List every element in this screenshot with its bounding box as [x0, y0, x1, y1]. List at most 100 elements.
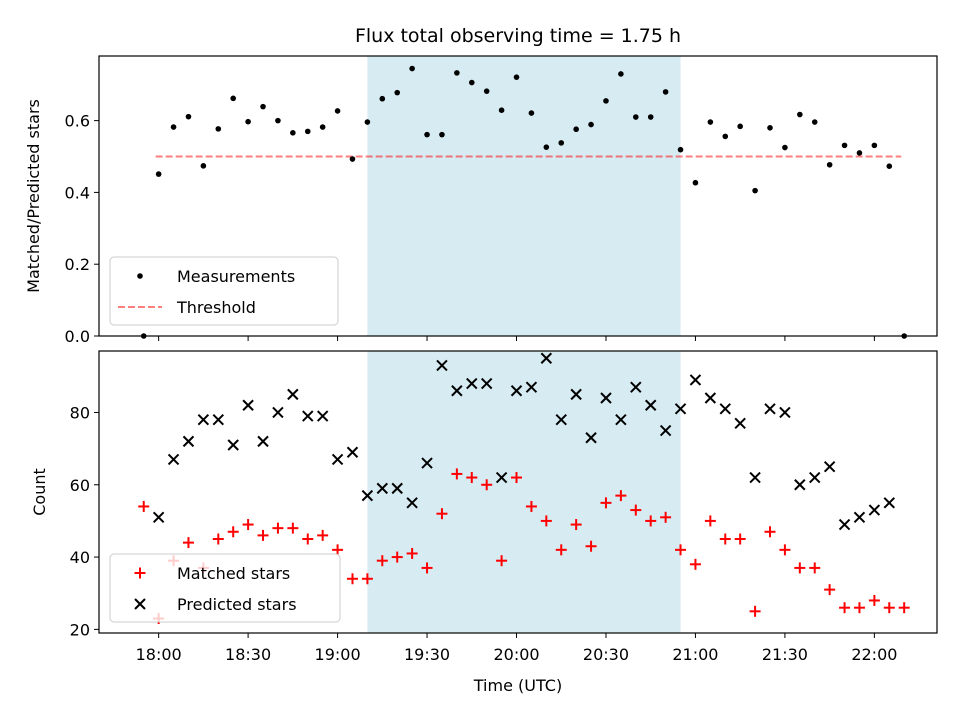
matched-star-marker: [704, 515, 716, 527]
measurement-point: [737, 123, 743, 130]
marker-stroke: [853, 511, 866, 524]
predicted-star-marker: [272, 406, 284, 419]
marker-stroke: [540, 352, 553, 364]
predicted-star-marker: [749, 471, 761, 484]
predicted-star-marker: [659, 424, 672, 437]
predicted-star-marker: [779, 406, 791, 419]
predicted-star-marker: [316, 410, 329, 422]
predicted-star-marker: [331, 453, 344, 466]
predicted-star-marker: [764, 403, 776, 415]
figure-title: Flux total observing time = 1.75 h: [355, 25, 681, 47]
predicted-star-marker: [853, 511, 866, 524]
predicted-star-marker: [600, 392, 612, 404]
marker-stroke: [287, 388, 299, 401]
y-axis-label: Count: [30, 468, 49, 516]
measurement-point: [379, 95, 386, 102]
matched-star-marker: [451, 468, 463, 480]
legend-box: [109, 553, 341, 623]
matched-star-marker: [883, 602, 895, 614]
y-tick-label: 80: [70, 403, 90, 422]
matched-star-marker: [898, 602, 910, 614]
measurement-point: [185, 113, 192, 120]
marker-stroke: [659, 424, 672, 437]
x-tick-label: 18:30: [225, 645, 271, 664]
legend-label: Predicted stars: [177, 595, 297, 614]
matched-star-marker: [719, 533, 731, 545]
predicted-star-marker: [227, 439, 239, 451]
ratio-panel: 0.0 0.2 0.4 0.6 Matched/Predicted stars Measu…: [24, 55, 938, 346]
predicted-star-marker: [242, 399, 254, 411]
marker-stroke: [704, 392, 717, 404]
x-tick-label: 18:00: [136, 645, 182, 664]
matched-star-marker: [645, 515, 657, 527]
matched-star-marker: [436, 508, 448, 520]
marker-stroke: [361, 489, 374, 502]
matched-star-marker: [302, 533, 314, 545]
y-axis-label: Matched/Predicted stars: [24, 99, 43, 293]
measurement-point: [230, 95, 236, 102]
predicted-star-marker: [480, 377, 493, 390]
measurement-point: [677, 146, 684, 153]
measurement-point: [170, 124, 177, 130]
predicted-star-marker: [674, 403, 687, 415]
predicted-star-marker: [868, 504, 881, 516]
marker-stroke: [212, 413, 224, 426]
predicted-star-marker: [838, 518, 851, 531]
x-tick-label: 21:00: [672, 645, 718, 664]
measurement-point: [483, 88, 490, 94]
measurement-point: [498, 107, 505, 114]
x-tick-label: 22:00: [851, 645, 897, 664]
measurement-point: [245, 118, 251, 125]
measurement-point: [573, 126, 579, 133]
measurement-point: [454, 70, 460, 76]
predicted-star-marker: [883, 497, 895, 509]
predicted-star-marker: [495, 471, 508, 484]
matched-star-marker: [227, 526, 239, 538]
x-tick-label: 20:30: [583, 645, 629, 664]
marker-stroke: [674, 403, 687, 415]
measurement-point: [200, 163, 207, 169]
legend-marker-measurements: [137, 273, 143, 279]
marker-stroke: [645, 399, 657, 411]
marker-stroke: [794, 479, 806, 491]
marker-stroke: [525, 381, 538, 393]
marker-stroke: [585, 432, 597, 444]
matched-star-marker: [511, 472, 523, 484]
measurement-point: [603, 98, 609, 104]
marker-stroke: [167, 453, 180, 466]
y-tick-label: 0.4: [65, 183, 90, 202]
marker-stroke: [719, 403, 731, 415]
marker-stroke: [197, 413, 210, 426]
marker-stroke: [436, 359, 448, 372]
matched-star-marker: [466, 472, 478, 484]
x-tick-label: 20:00: [493, 645, 539, 664]
matched-star-marker: [779, 544, 791, 556]
predicted-star-marker: [167, 453, 180, 466]
y-tick-label: 20: [70, 620, 90, 639]
marker-stroke: [689, 374, 702, 386]
marker-stroke: [823, 460, 836, 473]
predicted-star-marker: [212, 413, 224, 426]
measurement-point: [707, 119, 714, 125]
marker-stroke: [152, 511, 165, 524]
measurement-point: [260, 103, 266, 110]
measurement-point: [290, 130, 296, 136]
marker-stroke: [630, 381, 642, 393]
measurement-point: [811, 119, 818, 125]
marker-stroke: [466, 377, 478, 390]
matched-star-marker: [868, 594, 880, 606]
matched-star-marker: [764, 526, 776, 538]
measurement-point: [871, 142, 878, 149]
measurement-point: [647, 114, 654, 120]
measurement-point: [334, 108, 341, 114]
y-tick-label: 40: [70, 548, 90, 567]
series-predicted-stars: [152, 352, 895, 531]
predicted-star-marker: [615, 413, 627, 426]
legend-marker-matched: [134, 567, 146, 579]
marker-stroke: [555, 413, 567, 426]
marker-stroke: [182, 435, 195, 448]
marker-stroke: [316, 410, 329, 422]
matched-star-marker: [660, 511, 672, 523]
measurement-point: [797, 111, 803, 118]
measurement-point: [319, 124, 326, 130]
